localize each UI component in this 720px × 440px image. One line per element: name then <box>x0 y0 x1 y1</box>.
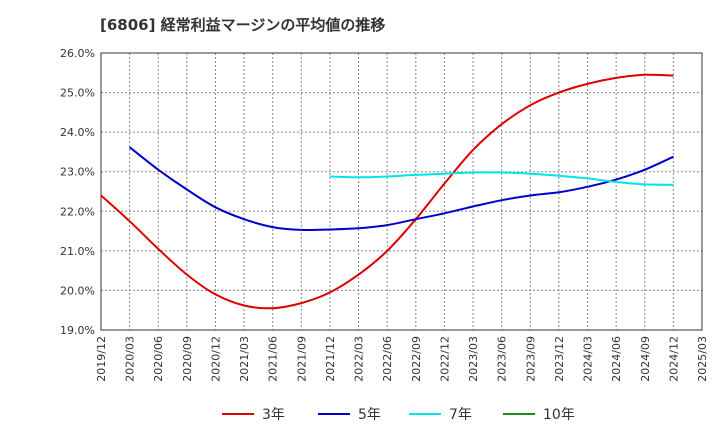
x-tick-label: 2024/03 <box>582 336 595 382</box>
x-tick-label: 2021/12 <box>324 336 337 382</box>
y-axis-ticks: 19.0% 20.0% 21.0% 22.0% 23.0% 24.0% 25.0% 26.0% <box>60 47 95 337</box>
x-tick-label: 2022/09 <box>410 336 423 382</box>
x-tick-label: 2025/03 <box>696 336 709 382</box>
x-tick-label: 2024/06 <box>610 336 623 382</box>
y-tick-label: 22.0% <box>60 205 95 218</box>
series-line-5年 <box>128 146 674 232</box>
chart-title: [6806] 経常利益マージンの平均値の推移 <box>100 16 386 34</box>
x-tick-label: 2024/09 <box>639 336 652 382</box>
plot-area <box>100 52 703 331</box>
x-tick-label: 2023/06 <box>496 336 509 382</box>
y-tick-label: 21.0% <box>60 245 95 258</box>
y-tick-label: 20.0% <box>60 284 95 297</box>
x-tick-label: 2022/06 <box>381 336 394 382</box>
legend-label: 7年 <box>449 407 472 423</box>
y-tick-label: 23.0% <box>60 166 95 179</box>
y-tick-label: 19.0% <box>60 324 95 337</box>
x-tick-label: 2021/06 <box>267 336 280 382</box>
legend-label: 10年 <box>543 407 575 423</box>
x-tick-label: 2022/12 <box>438 336 451 382</box>
series-lines <box>100 73 674 310</box>
x-tick-label: 2020/03 <box>124 336 137 382</box>
grid-lines <box>101 53 702 330</box>
legend-label: 3年 <box>262 407 285 423</box>
series-line-7年 <box>329 171 674 186</box>
x-tick-label: 2021/09 <box>295 336 308 382</box>
x-tick-label: 2021/03 <box>238 336 251 382</box>
x-tick-label: 2023/03 <box>467 336 480 382</box>
y-tick-label: 24.0% <box>60 126 95 139</box>
legend-label: 5年 <box>358 407 381 423</box>
x-tick-label: 2022/03 <box>353 336 366 382</box>
series-line-3年 <box>100 73 674 310</box>
x-tick-label: 2024/12 <box>667 336 680 382</box>
y-tick-label: 25.0% <box>60 87 95 100</box>
y-tick-label: 26.0% <box>60 47 95 60</box>
x-tick-label: 2020/12 <box>209 336 222 382</box>
x-tick-label: 2023/12 <box>553 336 566 382</box>
x-axis-ticks: 2019/12 2020/03 2020/06 2020/09 2020/12 2021/… <box>95 336 709 382</box>
x-tick-label: 2020/09 <box>181 336 194 382</box>
x-tick-label: 2019/12 <box>95 336 108 382</box>
x-tick-label: 2020/06 <box>152 336 165 382</box>
legend: 3年 5年 7年 10年 <box>222 407 575 423</box>
x-tick-label: 2023/09 <box>524 336 537 382</box>
